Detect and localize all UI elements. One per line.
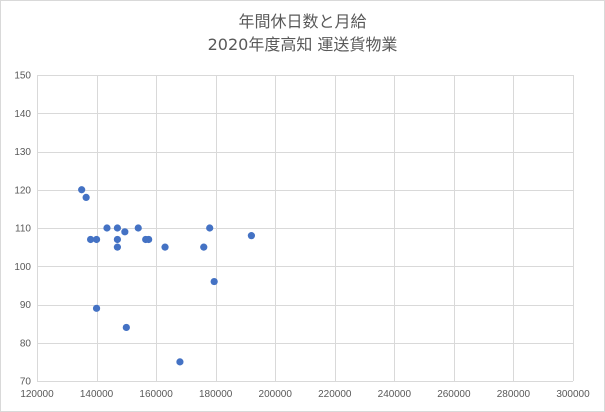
data-point bbox=[145, 235, 153, 244]
x-tick-label: 140000 bbox=[80, 389, 114, 400]
data-point bbox=[122, 323, 130, 332]
data-point bbox=[87, 235, 95, 244]
chart-title: 年間休日数と月給 bbox=[238, 12, 367, 31]
y-tick-label: 90 bbox=[20, 300, 32, 311]
data-point bbox=[92, 235, 101, 244]
gridlines bbox=[37, 75, 574, 382]
data-points bbox=[78, 186, 255, 366]
x-tick-label: 240000 bbox=[378, 389, 412, 400]
y-tick-label: 100 bbox=[14, 262, 31, 273]
y-tick-label: 140 bbox=[14, 109, 31, 120]
data-point bbox=[247, 232, 255, 240]
x-tick-label: 280000 bbox=[497, 389, 531, 400]
x-axis-tick-labels: 120000 140000 160000 180000 200000 220000 2400… bbox=[20, 389, 590, 400]
y-tick-label: 110 bbox=[15, 224, 31, 235]
x-tick-label: 260000 bbox=[437, 389, 471, 400]
data-point bbox=[92, 304, 101, 312]
data-point bbox=[161, 243, 169, 251]
data-point bbox=[113, 243, 121, 251]
x-tick-label: 220000 bbox=[318, 389, 352, 400]
data-point bbox=[82, 193, 90, 201]
y-tick-label: 150 bbox=[14, 71, 31, 82]
x-tick-label: 160000 bbox=[139, 389, 173, 400]
data-point bbox=[134, 224, 142, 232]
y-tick-label: 130 bbox=[14, 147, 31, 158]
chart-subtitle: 2020年度高知 運送貨物業 bbox=[207, 35, 398, 54]
data-point bbox=[206, 224, 214, 232]
x-tick-label: 180000 bbox=[199, 389, 233, 400]
data-point bbox=[78, 186, 86, 194]
data-point bbox=[200, 243, 208, 251]
y-tick-label: 120 bbox=[14, 185, 31, 196]
x-tick-label: 200000 bbox=[259, 389, 293, 400]
chart-title-block: 年間休日数と月給 2020年度高知 運送貨物業 bbox=[0, 10, 605, 56]
data-point bbox=[113, 235, 121, 244]
y-tick-label: 80 bbox=[20, 338, 32, 349]
data-point bbox=[210, 277, 218, 286]
data-point bbox=[121, 228, 129, 236]
data-point bbox=[103, 224, 111, 232]
data-point bbox=[176, 358, 184, 366]
x-tick-label: 120000 bbox=[20, 389, 54, 400]
y-axis-tick-labels: 70 80 90 100 110 120 130 140 150 bbox=[14, 71, 31, 388]
x-tick-label: 300000 bbox=[556, 389, 590, 400]
data-point bbox=[113, 224, 121, 232]
y-tick-label: 70 bbox=[20, 377, 32, 388]
